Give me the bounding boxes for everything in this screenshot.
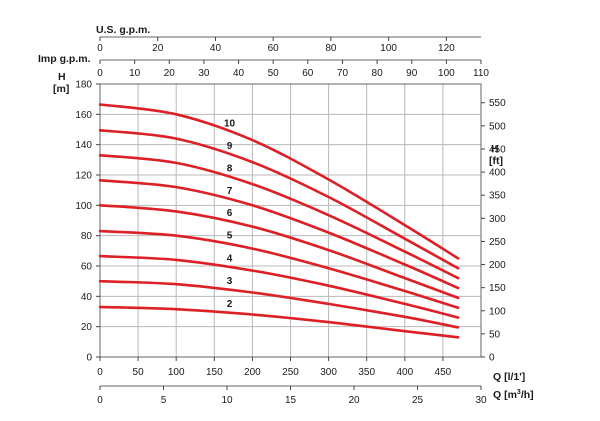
us-gpm-axis-tick-label: 60 bbox=[268, 43, 280, 54]
right-axis-tick-label: 400 bbox=[489, 168, 506, 179]
labels-layer: 2 3 4 5 6 7 8 9 10 bbox=[224, 118, 236, 310]
imp-gpm-axis-title: Imp g.p.m. bbox=[38, 53, 91, 65]
imp-gpm-axis-tick-label: 80 bbox=[372, 68, 384, 79]
m3h-axis-tick-label: 0 bbox=[97, 395, 103, 406]
m3h-axis-tick-label: 5 bbox=[161, 395, 167, 406]
us-gpm-axis-tick-label: 40 bbox=[210, 43, 222, 54]
right-axis-tick-label: 450 bbox=[489, 144, 506, 155]
left-axis-tick-label: 140 bbox=[75, 140, 92, 151]
imp-gpm-axis-tick-label: 20 bbox=[164, 68, 176, 79]
left-axis-tick-label: 60 bbox=[81, 262, 93, 273]
imp-gpm-axis-tick-label: 40 bbox=[233, 68, 245, 79]
imp-gpm-axis-tick-label: 100 bbox=[438, 68, 455, 79]
imp-gpm-axis-tick-label: 90 bbox=[406, 68, 418, 79]
pump-curve-6 bbox=[98, 204, 460, 300]
left-axis-tick-label: 100 bbox=[75, 201, 92, 212]
axes-layer: 0204060801001201401601800501001502002503… bbox=[75, 36, 506, 406]
curve-label-3: 3 bbox=[227, 276, 233, 287]
right-axis-tick-label: 150 bbox=[489, 283, 506, 294]
right-axis-tick-label: 300 bbox=[489, 214, 506, 225]
curve-label-8: 8 bbox=[227, 164, 233, 175]
bottom-axis-tick-label: 250 bbox=[282, 367, 299, 378]
curve-label-6: 6 bbox=[227, 208, 233, 219]
bottom-axis-tick-label: 0 bbox=[97, 367, 103, 378]
m3h-axis-tick-label: 15 bbox=[285, 395, 297, 406]
curve-label-10: 10 bbox=[224, 118, 236, 129]
left-axis-tick-label: 180 bbox=[75, 80, 92, 91]
us-gpm-axis-tick-label: 120 bbox=[438, 43, 455, 54]
imp-gpm-axis-tick-label: 30 bbox=[198, 68, 210, 79]
imp-gpm-axis-tick-label: 0 bbox=[97, 68, 103, 79]
imp-gpm-axis-tick-label: 110 bbox=[473, 68, 489, 79]
bottom-axis-tick-label: 350 bbox=[358, 367, 375, 378]
curve-label-9: 9 bbox=[227, 141, 233, 152]
m3h-axis-tick-label: 10 bbox=[221, 395, 233, 406]
series-layer bbox=[98, 103, 460, 339]
us-gpm-axis-title: U.S. g.p.m. bbox=[96, 24, 150, 36]
curve-label-7: 7 bbox=[227, 186, 233, 197]
pump-curve-7 bbox=[98, 179, 460, 290]
right-axis-title-unit: [ft] bbox=[489, 155, 503, 167]
m3h-title-suffix: /h] bbox=[521, 389, 534, 401]
left-axis-tick-label: 20 bbox=[81, 322, 93, 333]
right-axis-tick-label: 550 bbox=[489, 98, 506, 109]
left-axis-tick-label: 120 bbox=[75, 171, 92, 182]
imp-gpm-axis-tick-label: 60 bbox=[302, 68, 314, 79]
curve-label-4: 4 bbox=[227, 253, 233, 264]
us-gpm-axis-tick-label: 0 bbox=[97, 43, 103, 54]
bottom-axis-tick-label: 450 bbox=[435, 367, 452, 378]
m3h-title-prefix: Q [m bbox=[493, 389, 517, 401]
bottom-axis-tick-label: 200 bbox=[244, 367, 261, 378]
m3h-axis-tick-label: 25 bbox=[412, 395, 424, 406]
right-axis-tick-label: 200 bbox=[489, 260, 506, 271]
m3h-axis-tick-label: 30 bbox=[475, 395, 487, 406]
bottom-axis-title-m3h: Q [m3/h] bbox=[493, 389, 534, 401]
bottom-axis-tick-label: 300 bbox=[320, 367, 337, 378]
left-axis-title-h: H bbox=[58, 71, 66, 83]
grid-layer bbox=[100, 84, 481, 357]
pump-curve-3 bbox=[98, 279, 460, 329]
bottom-axis-tick-label: 50 bbox=[133, 367, 145, 378]
right-axis-tick-label: 100 bbox=[489, 306, 506, 317]
right-axis-tick-label: 0 bbox=[489, 353, 495, 364]
us-gpm-axis-tick-label: 20 bbox=[152, 43, 164, 54]
pump-curve-9 bbox=[98, 129, 460, 270]
right-axis-tick-label: 250 bbox=[489, 237, 506, 248]
imp-gpm-axis-tick-label: 10 bbox=[129, 68, 141, 79]
right-axis-tick-label: 50 bbox=[489, 329, 501, 340]
imp-gpm-axis-tick-label: 50 bbox=[268, 68, 280, 79]
m3h-axis-tick-label: 20 bbox=[348, 395, 360, 406]
pump-curve-8 bbox=[98, 154, 460, 280]
us-gpm-axis-tick-label: 100 bbox=[380, 43, 397, 54]
us-gpm-axis-tick-label: 80 bbox=[325, 43, 337, 54]
left-axis-tick-label: 40 bbox=[81, 292, 93, 303]
pump-curve-4 bbox=[98, 254, 460, 319]
bottom-axis-tick-label: 100 bbox=[168, 367, 185, 378]
m3h-title-sup: 3 bbox=[517, 389, 521, 396]
left-axis-tick-label: 0 bbox=[86, 353, 92, 364]
left-axis-title-unit: [m] bbox=[53, 83, 69, 95]
pump-curve-5 bbox=[98, 229, 460, 309]
bottom-axis-title-lps: Q [l/1'] bbox=[493, 371, 525, 383]
right-axis-title-h: H bbox=[491, 143, 499, 155]
bottom-axis-tick-label: 150 bbox=[206, 367, 223, 378]
right-axis-tick-label: 350 bbox=[489, 191, 506, 202]
curve-label-2: 2 bbox=[227, 299, 233, 310]
right-axis-tick-label: 500 bbox=[489, 121, 506, 132]
left-axis-tick-label: 160 bbox=[75, 110, 92, 121]
curve-label-5: 5 bbox=[227, 231, 233, 242]
left-axis-tick-label: 80 bbox=[81, 231, 93, 242]
pump-curve-2 bbox=[98, 305, 460, 339]
bottom-axis-tick-label: 400 bbox=[396, 367, 413, 378]
pump-curve-10 bbox=[98, 103, 460, 260]
imp-gpm-axis-tick-label: 70 bbox=[337, 68, 349, 79]
